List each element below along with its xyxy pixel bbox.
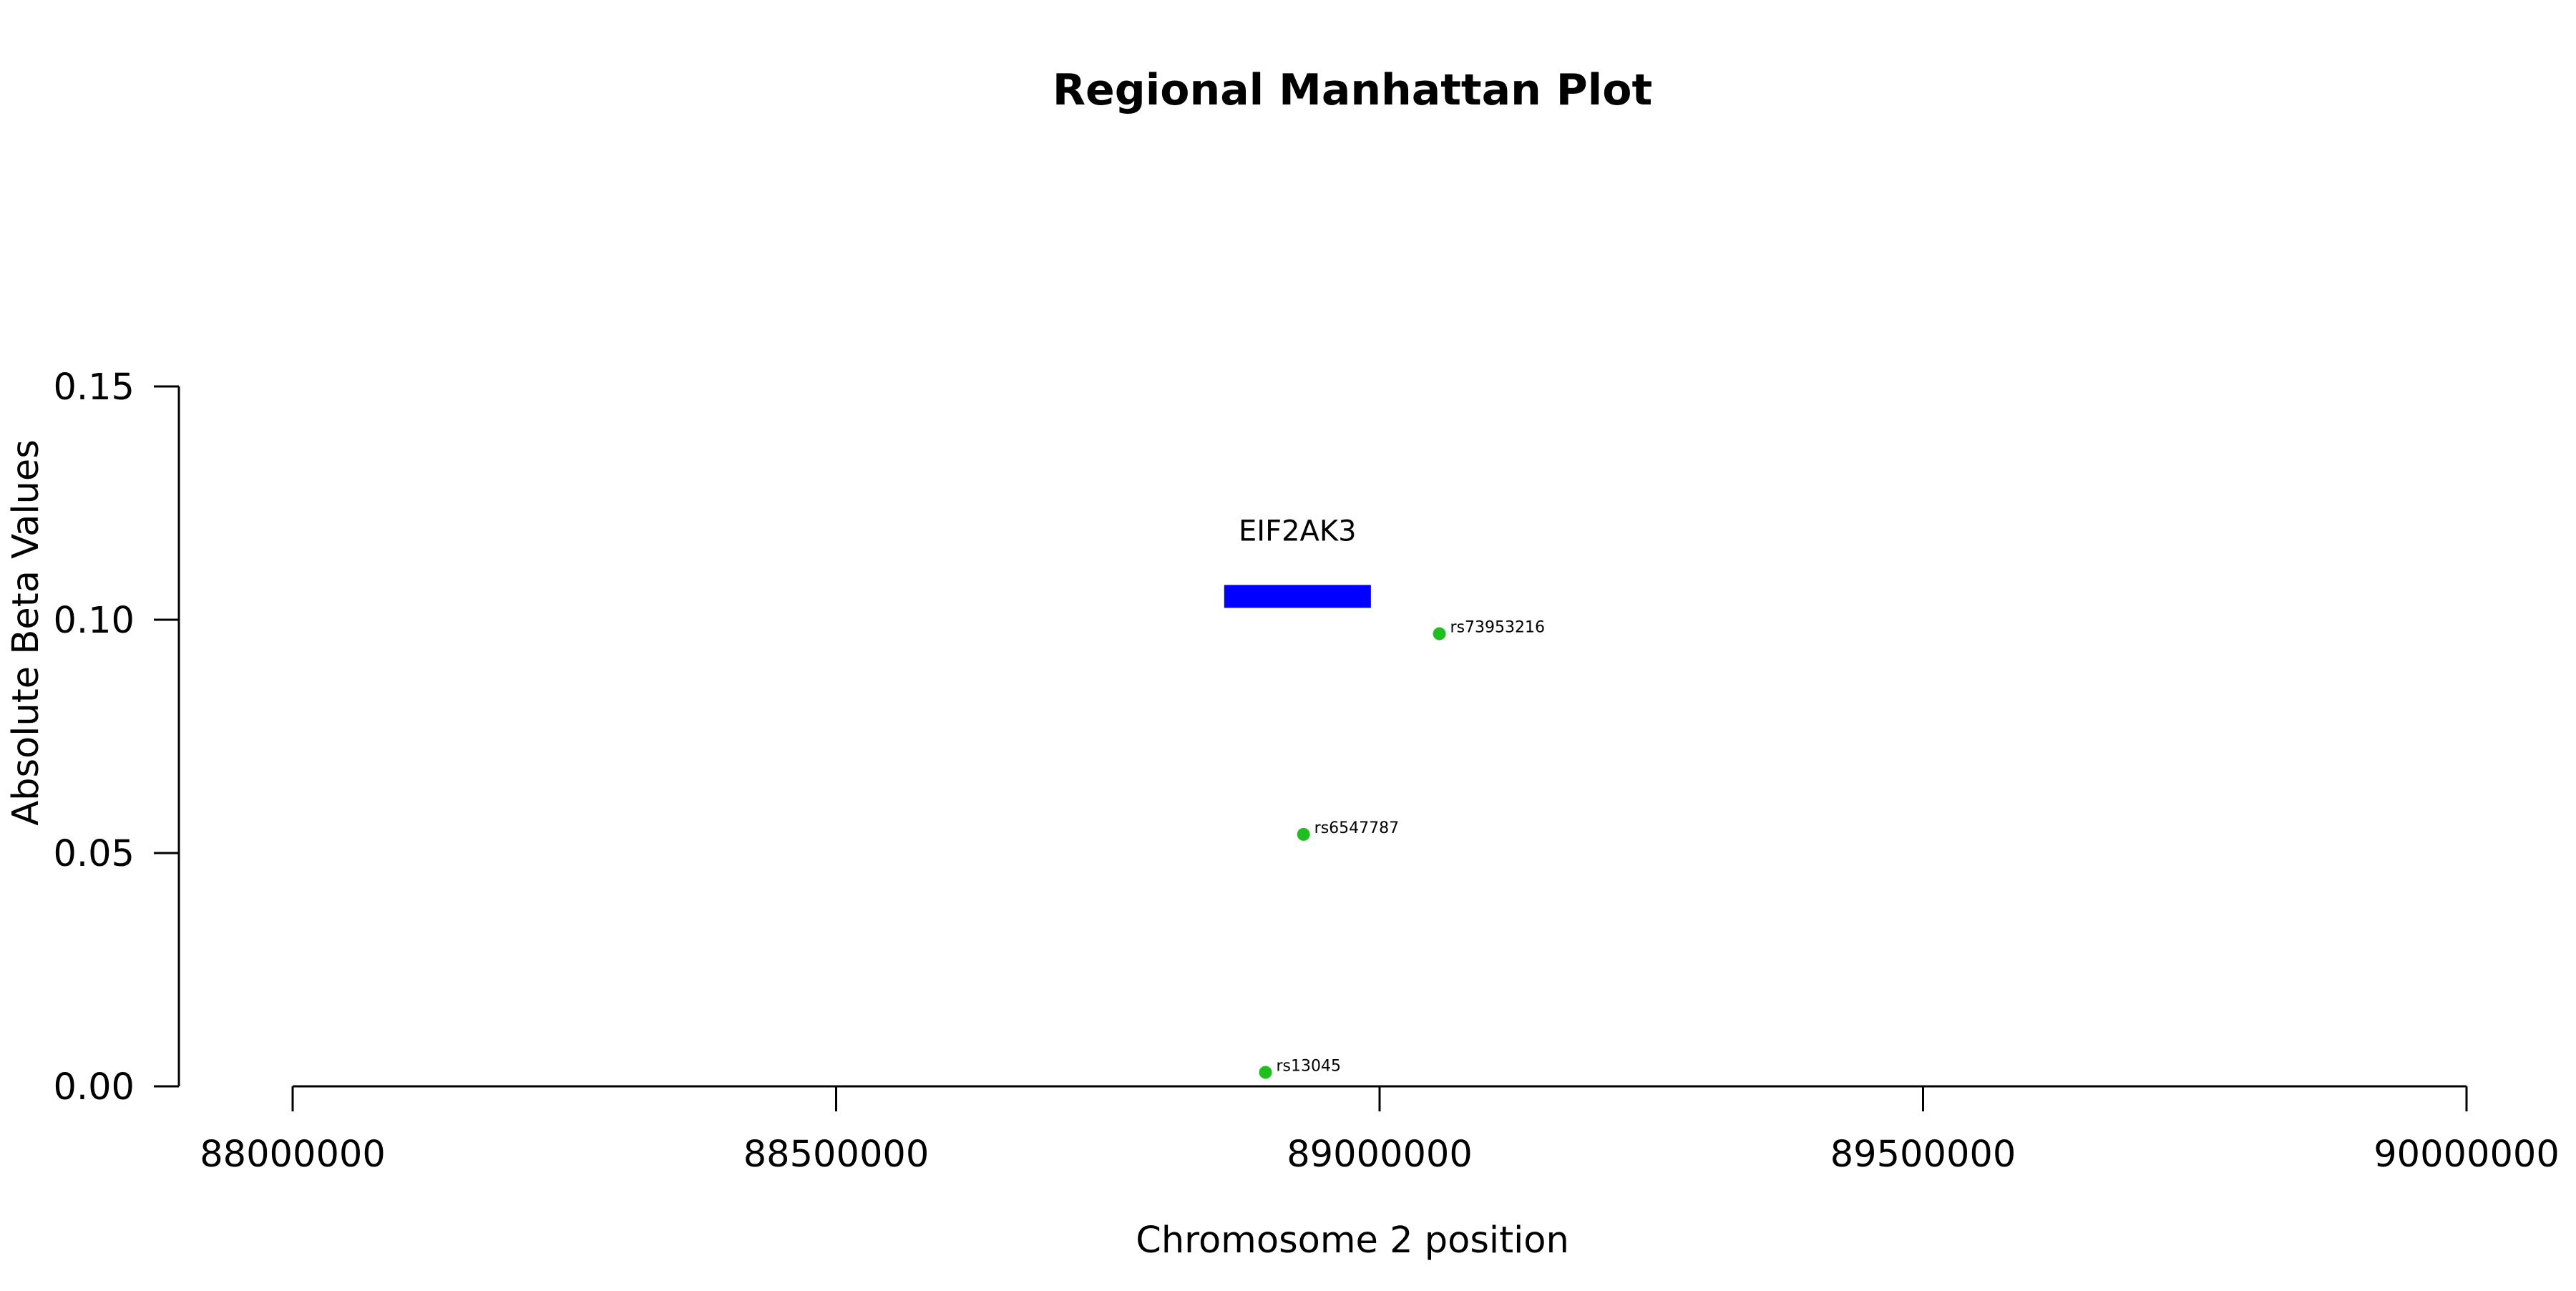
x-ticks: 88000000 88500000 89000000 89500000 90000000 [200, 1086, 2560, 1176]
x-tick-label: 88000000 [200, 1134, 386, 1176]
snp-point [1297, 827, 1310, 841]
gene-bar [1224, 585, 1371, 608]
x-tick-label: 89500000 [1830, 1134, 2016, 1176]
chart-title: Regional Manhattan Plot [1053, 65, 1652, 115]
snp-label: rs73953216 [1450, 619, 1545, 637]
y-ticks: 0.00 0.05 0.10 0.15 [53, 366, 179, 1109]
snp-point [1433, 627, 1446, 640]
x-tick-label: 90000000 [2373, 1134, 2560, 1176]
genes-layer: EIF2AK3 [1224, 515, 1371, 608]
snp-label: rs6547787 [1314, 819, 1400, 837]
y-axis-label: Absolute Beta Values [5, 439, 47, 826]
y-tick-label: 0.15 [53, 366, 135, 409]
snp-point [1259, 1066, 1272, 1079]
x-tick-label: 89000000 [1287, 1134, 1473, 1176]
y-tick-label: 0.00 [53, 1066, 135, 1109]
snp-label: rs13045 [1277, 1057, 1342, 1075]
x-tick-label: 88500000 [743, 1134, 930, 1176]
gene-label: EIF2AK3 [1239, 515, 1357, 547]
y-tick-label: 0.05 [53, 833, 135, 875]
x-axis-label: Chromosome 2 position [1136, 1219, 1569, 1262]
points-layer: rs73953216 rs6547787 rs13045 [1259, 619, 1545, 1079]
y-tick-label: 0.10 [53, 600, 135, 642]
